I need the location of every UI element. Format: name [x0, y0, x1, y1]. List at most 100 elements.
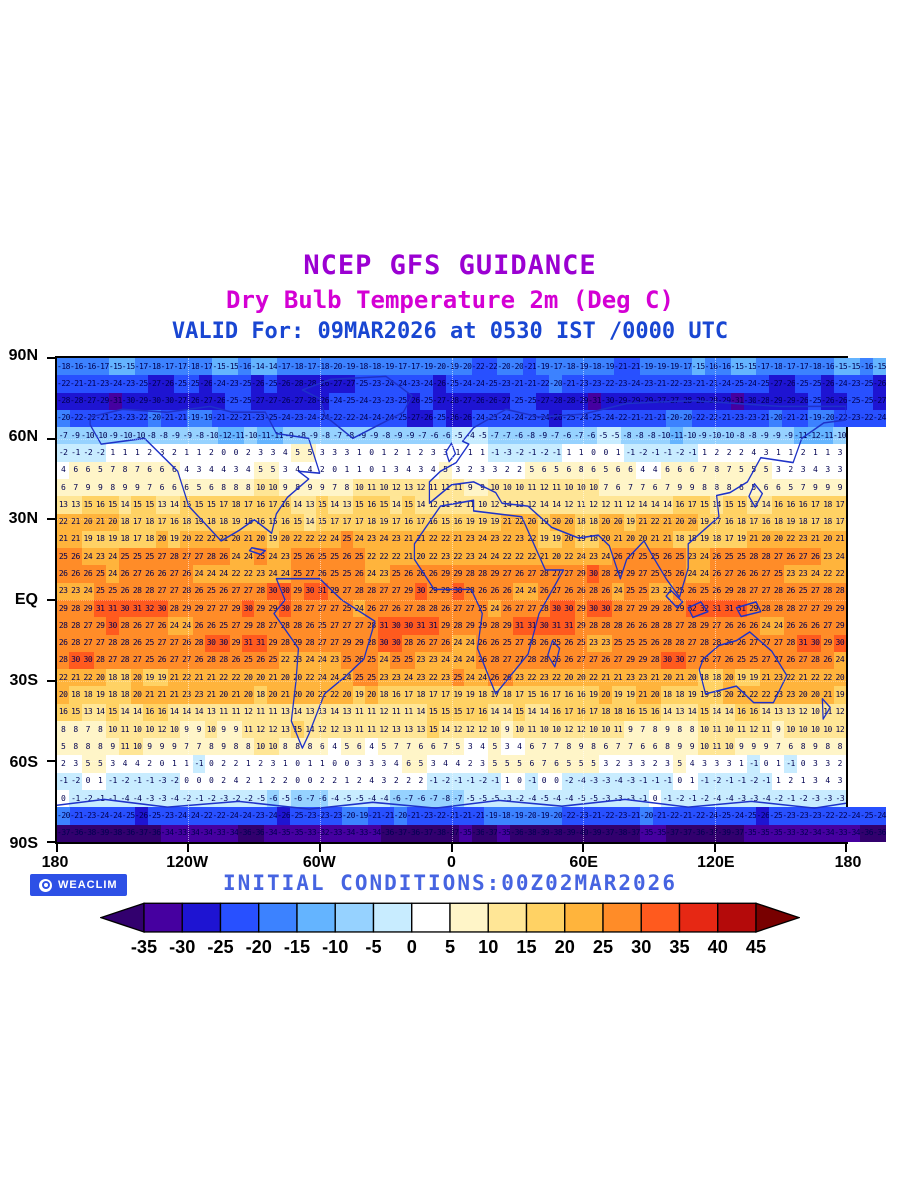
- temp-value: 4: [204, 461, 218, 479]
- temp-value: 10: [821, 720, 834, 739]
- temp-value: 9: [624, 720, 637, 739]
- temp-value: 26: [747, 565, 760, 583]
- temp-value: 23: [513, 530, 526, 549]
- temp-value: -19: [445, 358, 459, 376]
- temp-value: 19: [537, 513, 551, 531]
- temp-value: 8: [291, 738, 304, 756]
- temp-value: 26: [550, 651, 563, 670]
- temp-value: 29: [291, 634, 304, 652]
- temp-value: 29: [833, 599, 846, 618]
- temp-value: -34: [821, 824, 835, 842]
- temp-value: -4: [710, 790, 723, 808]
- temp-value: 13: [389, 720, 403, 739]
- temp-value: 28: [365, 617, 378, 635]
- temp-value: -16: [69, 358, 83, 376]
- temp-value: 15: [735, 496, 748, 514]
- temp-row: -2 -1 -2 -2 1 1 1 2 3 2 1 1 2 0 0 2 3 3 4 5 5 3 3 3 1 0 1 2 1 2 3 3 1 1 1-…: [57, 444, 846, 462]
- temp-value: 26: [488, 582, 501, 600]
- temp-value: 26: [673, 565, 686, 583]
- temp-value: 23: [648, 582, 662, 600]
- temp-value: 17: [833, 496, 846, 514]
- temp-value: 22: [204, 530, 218, 549]
- temp-value: -2: [229, 790, 242, 808]
- temp-value: -23: [225, 375, 239, 393]
- temp-value: 21: [500, 513, 514, 531]
- temp-value: -15: [121, 358, 135, 376]
- temp-value: -28: [704, 392, 718, 410]
- temp-value: -33: [354, 824, 368, 842]
- temp-value: -15: [225, 358, 239, 376]
- temp-value: 31: [735, 599, 748, 618]
- temp-value: -18: [290, 358, 304, 376]
- temp-value: 23: [254, 565, 267, 583]
- temp-value: -6: [315, 790, 329, 808]
- temp-row: 26 26 26 25 24 26 27 26 26 27 26 24 24 24 22 22 23 24 24 25…: [57, 565, 846, 583]
- temp-value: 0: [229, 444, 242, 462]
- temp-value: 10: [167, 720, 181, 739]
- temp-value: 29: [476, 617, 489, 635]
- temp-value: 0: [328, 755, 341, 773]
- temp-value: 17: [266, 496, 279, 514]
- temp-value: 0: [291, 755, 304, 773]
- temp-value: 25: [254, 548, 267, 566]
- temp-value: 3: [155, 444, 168, 462]
- temp-value: -27: [82, 392, 96, 410]
- temp-value: -24: [380, 375, 394, 393]
- temp-value: 16: [673, 496, 686, 514]
- temp-value: 11: [611, 720, 625, 739]
- temp-value: 13: [204, 703, 218, 721]
- temp-value: 8: [833, 738, 846, 756]
- temp-value: 6: [525, 755, 538, 773]
- temp-value: 25: [340, 599, 353, 618]
- temp-value: 7: [722, 461, 736, 479]
- temp-row: -20 -22 -22 -21 -23 -23 -22 -20 -21 -21 -19 -19 -21-…: [57, 409, 886, 428]
- temp-value: -1: [69, 444, 82, 462]
- temp-value: -36: [510, 824, 524, 842]
- temp-value: -10: [119, 427, 133, 445]
- temp-value: 2: [414, 772, 427, 791]
- temp-value: -38: [432, 824, 446, 842]
- temp-value: -17: [199, 358, 213, 376]
- temp-value: 13: [69, 496, 82, 514]
- temp-value: -21: [367, 807, 381, 825]
- chart-subtitle: Dry Bulb Temperature 2m (Deg C): [226, 286, 674, 314]
- temp-value: 30: [537, 617, 551, 635]
- temp-value: 6: [402, 755, 415, 773]
- temp-value: 3: [278, 461, 292, 479]
- temp-value: 11: [525, 720, 538, 739]
- temp-value: -26: [458, 409, 472, 428]
- temp-value: 28: [698, 634, 711, 652]
- temp-value: 19: [167, 530, 181, 549]
- temp-value: -18: [57, 358, 70, 376]
- temp-value: 27: [550, 565, 563, 583]
- temp-value: 29: [821, 599, 834, 618]
- temp-value: 28: [648, 617, 662, 635]
- temp-value: -1: [488, 444, 501, 462]
- temp-value: 30: [587, 599, 600, 618]
- temp-value: 2: [241, 444, 255, 462]
- temp-value: 26: [537, 634, 551, 652]
- temp-value: 23: [389, 669, 403, 687]
- temp-value: -5: [537, 790, 551, 808]
- temp-value: -34: [160, 824, 174, 842]
- temp-value: -23: [95, 375, 109, 393]
- lat-axis-label: 90N: [8, 347, 38, 364]
- temp-value: -16: [238, 358, 252, 376]
- colorbar-tick-label: -10: [322, 937, 348, 957]
- temp-value: -28: [303, 392, 317, 410]
- temp-value: -19: [354, 807, 368, 825]
- temp-value: 7: [402, 738, 415, 756]
- temp-value: 26: [476, 634, 489, 652]
- temp-value: 18: [81, 686, 94, 704]
- temp-value: 28: [414, 599, 427, 618]
- temp-value: 21: [809, 530, 822, 549]
- temp-value: 27: [513, 634, 526, 652]
- temp-value: 28: [735, 582, 748, 600]
- temp-value: -2: [118, 772, 131, 791]
- temp-value: -24: [354, 409, 368, 428]
- temp-value: 11: [550, 478, 563, 497]
- temp-value: -19: [601, 358, 614, 376]
- temp-value: 13: [57, 496, 70, 514]
- temp-value: 27: [93, 634, 107, 652]
- temp-value: 13: [303, 703, 316, 721]
